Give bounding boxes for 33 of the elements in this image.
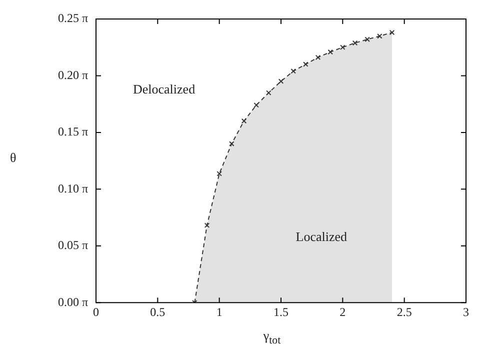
y-tick-label: 0.05 π [58, 238, 88, 252]
x-tick-label: 2.5 [396, 304, 412, 319]
x-tick-label: 1.5 [274, 304, 288, 319]
x-tick-label: 1 [216, 304, 222, 319]
x-tick-label: 0 [93, 304, 99, 319]
point [328, 49, 333, 55]
point [229, 141, 234, 146]
y-tick-label: 0.20 π [58, 68, 88, 82]
point [377, 33, 382, 39]
point [352, 40, 358, 46]
point [216, 171, 222, 176]
point [254, 102, 259, 108]
y-tick-label: 0.25 π [58, 11, 88, 26]
point [389, 30, 395, 36]
y-tick-label: 0.00 π [58, 294, 88, 309]
point [204, 222, 210, 228]
point [364, 36, 370, 42]
x-tick-label: 0.5 [150, 304, 166, 319]
point [303, 62, 308, 67]
point [241, 118, 247, 124]
point [290, 68, 296, 74]
x-axis-title: γ$_{tot}$ [263, 328, 281, 347]
x-tick-label: 2 [340, 304, 346, 319]
y-tick-label: 0.15 π [58, 124, 88, 139]
y-axis-title: θ [10, 150, 16, 166]
point [266, 90, 272, 96]
point [340, 44, 346, 50]
x-tick-label: 3 [463, 304, 469, 319]
point [278, 78, 284, 84]
annotation: Delocalized [133, 81, 196, 96]
y-tick-label: 0.10 π [58, 181, 88, 196]
annotation: Localized [296, 228, 348, 244]
point [315, 54, 321, 60]
